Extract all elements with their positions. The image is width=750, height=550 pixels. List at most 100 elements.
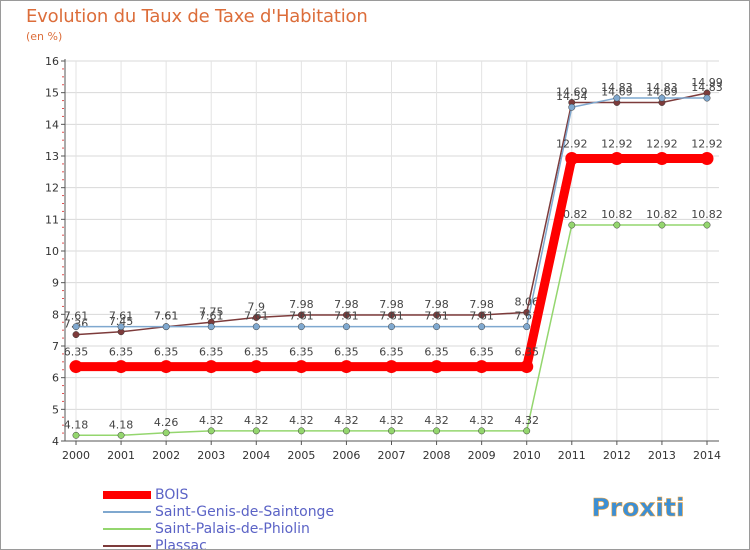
data-label: 14.54 bbox=[556, 90, 588, 103]
data-label: 4.32 bbox=[469, 414, 494, 427]
data-point bbox=[613, 94, 621, 102]
data-label: 14.83 bbox=[691, 81, 723, 94]
legend-swatch bbox=[103, 527, 151, 530]
data-label: 14.99 bbox=[691, 76, 723, 89]
data-point bbox=[433, 323, 441, 331]
legend-item: Saint-Palais-de-Phiolin bbox=[103, 520, 334, 537]
data-point bbox=[72, 331, 80, 339]
x-tick-label: 2002 bbox=[152, 449, 180, 462]
data-point bbox=[204, 360, 218, 374]
legend-label: Saint-Genis-de-Saintonge bbox=[155, 503, 335, 520]
chart-unit-label: (en %) bbox=[26, 30, 63, 43]
data-label: 14.69 bbox=[601, 85, 633, 98]
data-label: 10.82 bbox=[601, 208, 633, 221]
data-label: 7.61 bbox=[199, 310, 224, 323]
data-label: 7.61 bbox=[469, 310, 494, 323]
legend-label: Plassac bbox=[155, 537, 207, 550]
legend-item: Plassac bbox=[103, 537, 334, 550]
data-point bbox=[252, 314, 260, 321]
data-point bbox=[117, 431, 125, 439]
data-label: 6.35 bbox=[379, 346, 404, 359]
y-tick-label: 7 bbox=[52, 340, 59, 353]
legend-swatch bbox=[103, 544, 151, 547]
data-point bbox=[69, 360, 83, 374]
legend-item: BOIS bbox=[103, 486, 334, 503]
data-label: 6.35 bbox=[109, 346, 134, 359]
data-point bbox=[159, 360, 173, 374]
data-point bbox=[655, 152, 669, 166]
chart-legend: BOIS Saint-Genis-de-Saintonge Saint-Palais… bbox=[103, 486, 335, 550]
data-label: 4.32 bbox=[379, 414, 404, 427]
x-tick-label: 2010 bbox=[513, 449, 541, 462]
legend-label: BOIS bbox=[155, 486, 189, 503]
data-label: 14.69 bbox=[556, 85, 588, 98]
x-tick-label: 2014 bbox=[693, 449, 721, 462]
data-point bbox=[114, 360, 128, 374]
data-label: 6.35 bbox=[289, 346, 314, 359]
x-tick-label: 2012 bbox=[603, 449, 631, 462]
data-point bbox=[342, 323, 350, 331]
data-point bbox=[433, 311, 441, 319]
data-point bbox=[249, 360, 263, 374]
data-label: 7.61 bbox=[334, 310, 359, 323]
data-label: 7.61 bbox=[289, 310, 314, 323]
legend-swatch bbox=[103, 510, 151, 513]
data-label: 6.35 bbox=[469, 346, 494, 359]
data-label: 4.32 bbox=[334, 414, 359, 427]
data-label: 14.69 bbox=[646, 85, 678, 98]
data-point bbox=[385, 360, 398, 374]
data-label: 4.32 bbox=[289, 414, 314, 427]
data-label: 7.61 bbox=[379, 310, 404, 323]
data-label: 12.92 bbox=[556, 138, 588, 151]
data-point bbox=[388, 323, 395, 331]
x-tick-label: 2000 bbox=[62, 449, 90, 462]
data-point bbox=[342, 427, 350, 435]
y-tick-label: 6 bbox=[52, 372, 59, 385]
x-tick-label: 2009 bbox=[468, 449, 496, 462]
x-tick-label: 2008 bbox=[423, 449, 451, 462]
data-label: 10.82 bbox=[646, 208, 678, 221]
data-point bbox=[523, 427, 531, 435]
data-label: 12.92 bbox=[691, 138, 723, 151]
y-tick-label: 15 bbox=[45, 87, 59, 100]
data-label: 6.35 bbox=[64, 346, 89, 359]
data-point bbox=[117, 323, 125, 331]
data-label: 10.82 bbox=[691, 208, 723, 221]
data-label: 7.61 bbox=[154, 310, 179, 323]
data-label: 12.92 bbox=[646, 138, 678, 151]
data-label: 7.45 bbox=[109, 315, 134, 328]
data-label: 6.35 bbox=[424, 346, 449, 359]
data-point bbox=[703, 221, 711, 229]
y-tick-label: 14 bbox=[45, 118, 59, 131]
x-tick-label: 2007 bbox=[378, 449, 406, 462]
data-label: 4.18 bbox=[64, 418, 89, 431]
x-tick-label: 2006 bbox=[332, 449, 360, 462]
chart-title: Evolution du Taux de Taxe d'Habitation bbox=[26, 6, 368, 27]
data-point bbox=[162, 429, 170, 437]
data-point bbox=[252, 323, 260, 331]
data-point bbox=[568, 103, 576, 111]
data-label: 7.61 bbox=[64, 310, 89, 323]
data-label: 7.61 bbox=[154, 310, 179, 323]
legend-label: Saint-Palais-de-Phiolin bbox=[155, 520, 310, 537]
data-point bbox=[613, 221, 621, 229]
data-point bbox=[478, 427, 486, 435]
y-tick-label: 9 bbox=[52, 277, 59, 290]
data-label: 7.61 bbox=[424, 310, 449, 323]
data-point bbox=[475, 360, 489, 374]
data-label: 6.35 bbox=[199, 346, 224, 359]
y-tick-label: 5 bbox=[52, 403, 59, 416]
y-tick-label: 8 bbox=[52, 308, 59, 321]
data-point bbox=[610, 152, 624, 166]
data-point bbox=[297, 311, 305, 319]
x-tick-label: 2001 bbox=[107, 449, 135, 462]
data-point bbox=[162, 323, 170, 331]
data-label: 7.75 bbox=[199, 305, 224, 318]
data-label: 4.32 bbox=[199, 414, 224, 427]
data-label: 6.35 bbox=[244, 346, 269, 359]
data-label: 6.35 bbox=[154, 346, 179, 359]
x-tick-label: 2005 bbox=[287, 449, 315, 462]
data-label: 4.26 bbox=[154, 416, 179, 429]
data-label: 14.83 bbox=[601, 81, 633, 94]
